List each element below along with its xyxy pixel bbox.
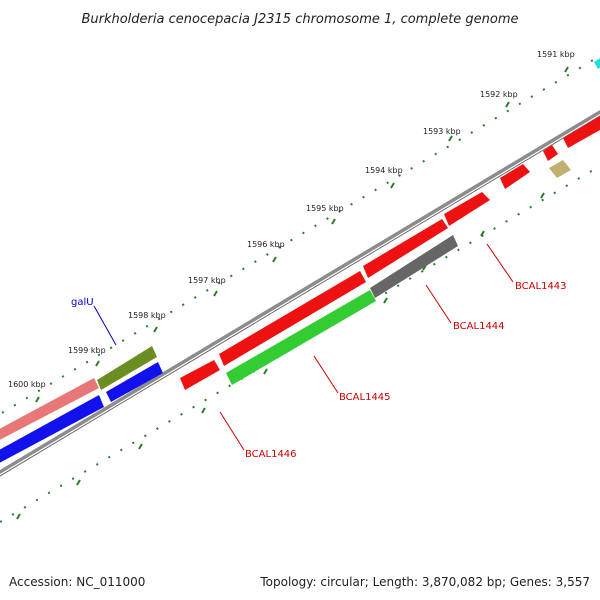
feature-red[interactable]	[543, 145, 558, 161]
leader-lines	[93, 243, 514, 451]
feature-green[interactable]	[226, 290, 376, 385]
scale-label: 1597 kbp	[188, 276, 226, 285]
major-tick	[564, 66, 569, 73]
major-tick	[35, 396, 40, 403]
scale-label: 1591 kbp	[537, 50, 575, 59]
major-tick	[272, 256, 277, 263]
gene-label-bcal1445[interactable]: BCAL1445	[339, 392, 391, 403]
feature-blue[interactable]	[106, 362, 163, 402]
map-title: Burkholderia cenocepacia J2315 chromosom…	[81, 12, 518, 27]
backbone-shadow	[0, 115, 600, 477]
gene-label-bcal1444[interactable]: BCAL1444	[453, 321, 505, 332]
major-tick	[505, 101, 510, 108]
major-tick	[331, 218, 336, 225]
feature-red[interactable]	[563, 116, 600, 148]
gene-label-bcal1443[interactable]: BCAL1443	[515, 281, 567, 292]
gene-label-galu[interactable]: galU	[71, 297, 94, 308]
reverse-features	[0, 160, 571, 468]
scale-label: 1598 kbp	[128, 311, 166, 320]
feature-bcal1445[interactable]	[219, 271, 366, 366]
feature-pink[interactable]	[0, 378, 99, 445]
major-tick	[540, 192, 545, 199]
scale-label: 1594 kbp	[365, 166, 403, 175]
major-tick	[138, 443, 143, 450]
leader-line-bcal1446	[219, 411, 245, 451]
chromosome-backbone	[0, 109, 600, 477]
major-tick	[390, 182, 395, 189]
gene-labels: galU BCAL1443 BCAL1444 BCAL1445 BCAL1446	[71, 281, 567, 460]
scale-label: 1593 kbp	[423, 127, 461, 136]
feature-grey[interactable]	[370, 235, 458, 298]
major-tick	[153, 326, 158, 333]
major-tick	[16, 513, 21, 520]
scale-label: 1599 kbp	[68, 346, 106, 355]
leader-line-galu	[93, 305, 117, 346]
leader-line-bcal1444	[425, 284, 452, 324]
feature-galu[interactable]	[97, 346, 157, 390]
leader-line-bcal1445	[313, 355, 339, 394]
forward-features	[0, 57, 600, 445]
major-tick	[383, 297, 388, 304]
major-tick	[480, 230, 485, 237]
scale-label: 1596 kbp	[247, 240, 285, 249]
scale-label: 1592 kbp	[480, 90, 518, 99]
gene-label-bcal1446[interactable]: BCAL1446	[245, 449, 297, 460]
feature-bcal1444[interactable]	[363, 219, 448, 278]
scale-label: 1600 kbp	[8, 380, 46, 389]
major-tick	[263, 368, 268, 375]
feature-khaki[interactable]	[549, 160, 571, 178]
feature-bcal1443[interactable]	[500, 164, 530, 189]
leader-line-bcal1443	[486, 243, 514, 283]
inner-major-ticks	[16, 192, 545, 520]
major-tick	[95, 360, 100, 367]
major-tick	[448, 135, 453, 142]
scale-labels: 1591 kbp 1592 kbp 1593 kbp 1594 kbp 1595…	[8, 50, 575, 389]
feature-bcal1446[interactable]	[180, 360, 220, 390]
outer-scale-track	[0, 54, 600, 416]
feature-bcal1443b[interactable]	[444, 192, 490, 226]
major-tick	[201, 407, 206, 414]
genome-summary-text: Topology: circular; Length: 3,870,082 bp…	[260, 575, 590, 589]
feature-cyan[interactable]	[594, 57, 600, 69]
accession-text: Accession: NC_011000	[9, 575, 146, 589]
major-ticks	[35, 66, 569, 403]
feature-blue[interactable]	[0, 395, 104, 468]
major-tick	[213, 290, 218, 297]
major-tick	[76, 479, 81, 486]
scale-label: 1595 kbp	[306, 204, 344, 213]
backbone-line	[0, 109, 600, 475]
